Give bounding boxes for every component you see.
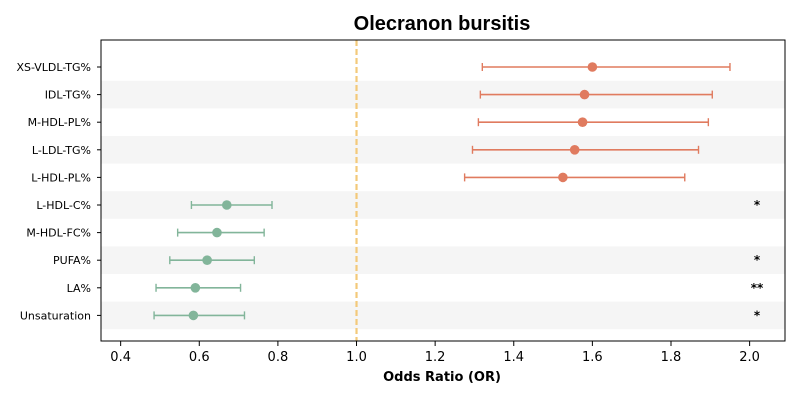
y-tick-label: Unsaturation: [20, 309, 91, 322]
x-tick-label: 1.8: [661, 350, 682, 365]
x-tick-label: 0.8: [268, 350, 289, 365]
x-tick-label: 1.0: [346, 350, 367, 365]
y-tick-label: LA%: [67, 282, 91, 295]
x-tick-label: 2.0: [739, 350, 760, 365]
or-point: [577, 117, 588, 127]
significance-marker: *: [754, 253, 761, 267]
axes: XS-VLDL-TG% IDL-TG% M-HDL-PL% L-LDL-TG% L-HD…: [16, 39, 786, 365]
y-tick-label: L-HDL-C%: [36, 199, 91, 212]
y-tick-label: XS-VLDL-TG%: [16, 61, 91, 74]
or-point: [190, 283, 201, 293]
or-point: [579, 89, 590, 100]
y-tick-label: IDL-TG%: [45, 89, 91, 102]
or-point: [587, 62, 598, 72]
or-point: [558, 172, 568, 183]
significance-marker: *: [754, 308, 761, 322]
x-tick-label: 0.6: [189, 350, 210, 365]
chart-title: Olecranon bursitis: [354, 13, 531, 35]
significance-marker: **: [751, 281, 764, 295]
x-tick-label: 0.4: [110, 350, 131, 365]
y-tick-label: M-HDL-FC%: [26, 227, 91, 240]
or-point: [221, 200, 232, 210]
or-point: [212, 227, 222, 238]
or-point: [188, 310, 199, 321]
y-tick-label: PUFA%: [53, 254, 91, 267]
or-point: [569, 145, 580, 155]
y-tick-label: M-HDL-PL%: [28, 116, 91, 129]
x-tick-label: 1.6: [582, 350, 603, 365]
or-point: [202, 255, 212, 265]
x-tick-label: 1.4: [503, 350, 524, 365]
data-marks: *****: [153, 62, 764, 322]
y-tick-label: L-HDL-PL%: [31, 171, 91, 184]
significance-marker: *: [754, 198, 761, 212]
y-tick-label: L-LDL-TG%: [32, 144, 91, 157]
plot-frame: [100, 39, 786, 342]
x-axis-label: Odds Ratio (OR): [383, 370, 501, 385]
x-tick-label: 1.2: [425, 350, 446, 365]
